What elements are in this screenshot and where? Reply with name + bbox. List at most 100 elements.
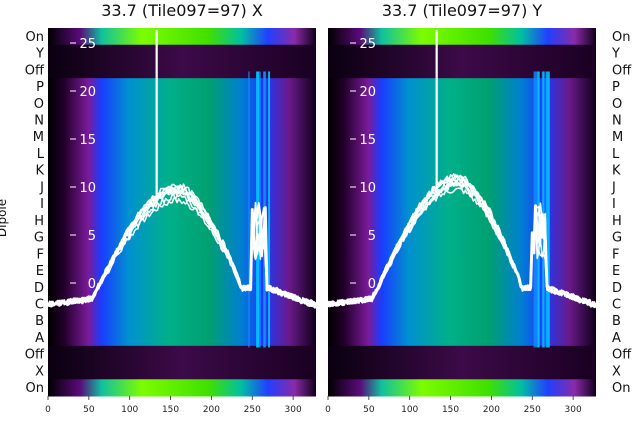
- heatmap-row-on: [48, 379, 316, 397]
- row-label-left: X: [35, 364, 44, 379]
- heatmap-row-n: [328, 111, 596, 129]
- x-tick-label: 0: [325, 405, 331, 415]
- channel-streak: [547, 71, 550, 348]
- heatmap-row-g: [328, 228, 596, 246]
- heatmap-row-l: [328, 145, 596, 163]
- heatmap-row-f: [328, 245, 596, 263]
- x-tick-label: 300: [565, 405, 582, 415]
- x-tick-label: 100: [401, 405, 418, 415]
- x-tick-label: 250: [244, 405, 261, 415]
- heatmap-row-off: [328, 345, 596, 364]
- row-label-right: A: [612, 331, 621, 346]
- panel-y: 0 50 100 150 200 250 300 0 5 10 15 20 25: [325, 28, 598, 415]
- row-label-right: G: [612, 231, 622, 246]
- row-label-right: C: [612, 298, 621, 313]
- heatmap-row-a: [48, 329, 316, 347]
- overlay-y-tick-label: 25: [79, 37, 96, 52]
- row-label-left: Y: [35, 47, 44, 62]
- row-label-right: L: [612, 147, 620, 162]
- row-label-left: B: [35, 314, 44, 329]
- overlay-y-tick-label: 25: [359, 37, 376, 52]
- heatmap-row-off: [48, 61, 316, 79]
- x-tick-label: 150: [442, 405, 459, 415]
- heatmap-row-p: [328, 78, 596, 96]
- overlay-y-tick-label: 0: [88, 277, 96, 292]
- row-label-right: On: [612, 381, 630, 396]
- heatmap-row-k: [328, 161, 596, 180]
- row-label-right: E: [612, 264, 620, 279]
- panel-x-title: 33.7 (Tile097=97) X: [101, 1, 263, 20]
- row-label-left: I: [40, 197, 44, 212]
- row-label-right: J: [611, 180, 616, 195]
- heatmap-row-k: [48, 161, 316, 180]
- x-tick-label: 0: [45, 405, 51, 415]
- heatmap-row-y: [48, 44, 316, 62]
- heatmap-row-x: [48, 362, 316, 380]
- row-label-left: K: [35, 164, 44, 179]
- x-tick-label: 100: [121, 405, 138, 415]
- row-label-left: H: [34, 214, 44, 229]
- overlay-y-tick-label: 5: [88, 229, 96, 244]
- heatmap-row-m: [328, 128, 596, 146]
- heatmap-row-c: [328, 295, 596, 313]
- heatmap-row-d: [328, 278, 596, 297]
- row-label-right: X: [612, 364, 621, 379]
- panel-y-title: 33.7 (Tile097=97) Y: [382, 1, 543, 20]
- row-label-right: K: [612, 164, 621, 179]
- heatmap-row-on: [328, 28, 596, 46]
- row-label-left: P: [36, 80, 44, 95]
- row-label-right: O: [612, 97, 622, 112]
- heatmap-row-off: [328, 61, 596, 79]
- overlay-y-tick-label: 20: [79, 85, 96, 100]
- heatmap-row-b: [328, 312, 596, 330]
- x-tick-label: 300: [285, 405, 302, 415]
- row-label-right: D: [612, 281, 622, 296]
- row-label-right: I: [612, 197, 616, 212]
- row-label-right: N: [612, 114, 622, 129]
- row-label-left: G: [34, 231, 44, 246]
- row-label-left: A: [35, 331, 44, 346]
- row-label-left: On: [26, 30, 44, 45]
- heatmap-row-o: [328, 94, 596, 113]
- row-label-right: H: [612, 214, 622, 229]
- overlay-y-tick-label: 5: [368, 229, 376, 244]
- row-label-right: Y: [611, 47, 620, 62]
- row-label-right: Off: [612, 348, 632, 363]
- heatmap-row-a: [328, 329, 596, 347]
- row-label-left: Off: [25, 63, 45, 78]
- channel-streak: [268, 71, 271, 348]
- overlay-y-tick-label: 10: [359, 181, 376, 196]
- overlay-y-tick-label: 15: [79, 133, 96, 148]
- channel-streak: [545, 71, 548, 348]
- row-label-right: F: [612, 247, 619, 262]
- row-label-right: P: [612, 80, 620, 95]
- x-tick-label: 200: [483, 405, 500, 415]
- row-label-right: M: [612, 130, 623, 145]
- channel-streak: [248, 71, 250, 348]
- heatmap-row-on: [328, 379, 596, 397]
- row-label-left: Off: [25, 348, 45, 363]
- row-label-left: M: [33, 130, 44, 145]
- x-tick-label: 50: [83, 405, 95, 415]
- x-tick-label: 250: [524, 405, 541, 415]
- row-label-right: B: [612, 314, 621, 329]
- channel-streak: [542, 71, 545, 348]
- y-axis-label: Dipole: [0, 199, 9, 237]
- x-tick-label: 150: [162, 405, 179, 415]
- overlay-y-tick-label: 10: [79, 181, 96, 196]
- spectrum-line: [47, 188, 317, 307]
- heatmap-row-i: [328, 195, 596, 213]
- spectrum-line: [327, 174, 597, 308]
- row-label-left: F: [37, 247, 44, 262]
- row-label-left: C: [35, 298, 44, 313]
- overlay-y-tick-label: 15: [359, 133, 376, 148]
- heatmap-row-h: [48, 212, 316, 230]
- row-label-left: On: [26, 381, 44, 396]
- heatmap-row-e: [328, 262, 596, 280]
- overlay-y-tick-label: 0: [368, 277, 376, 292]
- row-label-left: E: [36, 264, 44, 279]
- heatmap-row-x: [328, 362, 596, 380]
- heatmap-row-n: [48, 111, 316, 129]
